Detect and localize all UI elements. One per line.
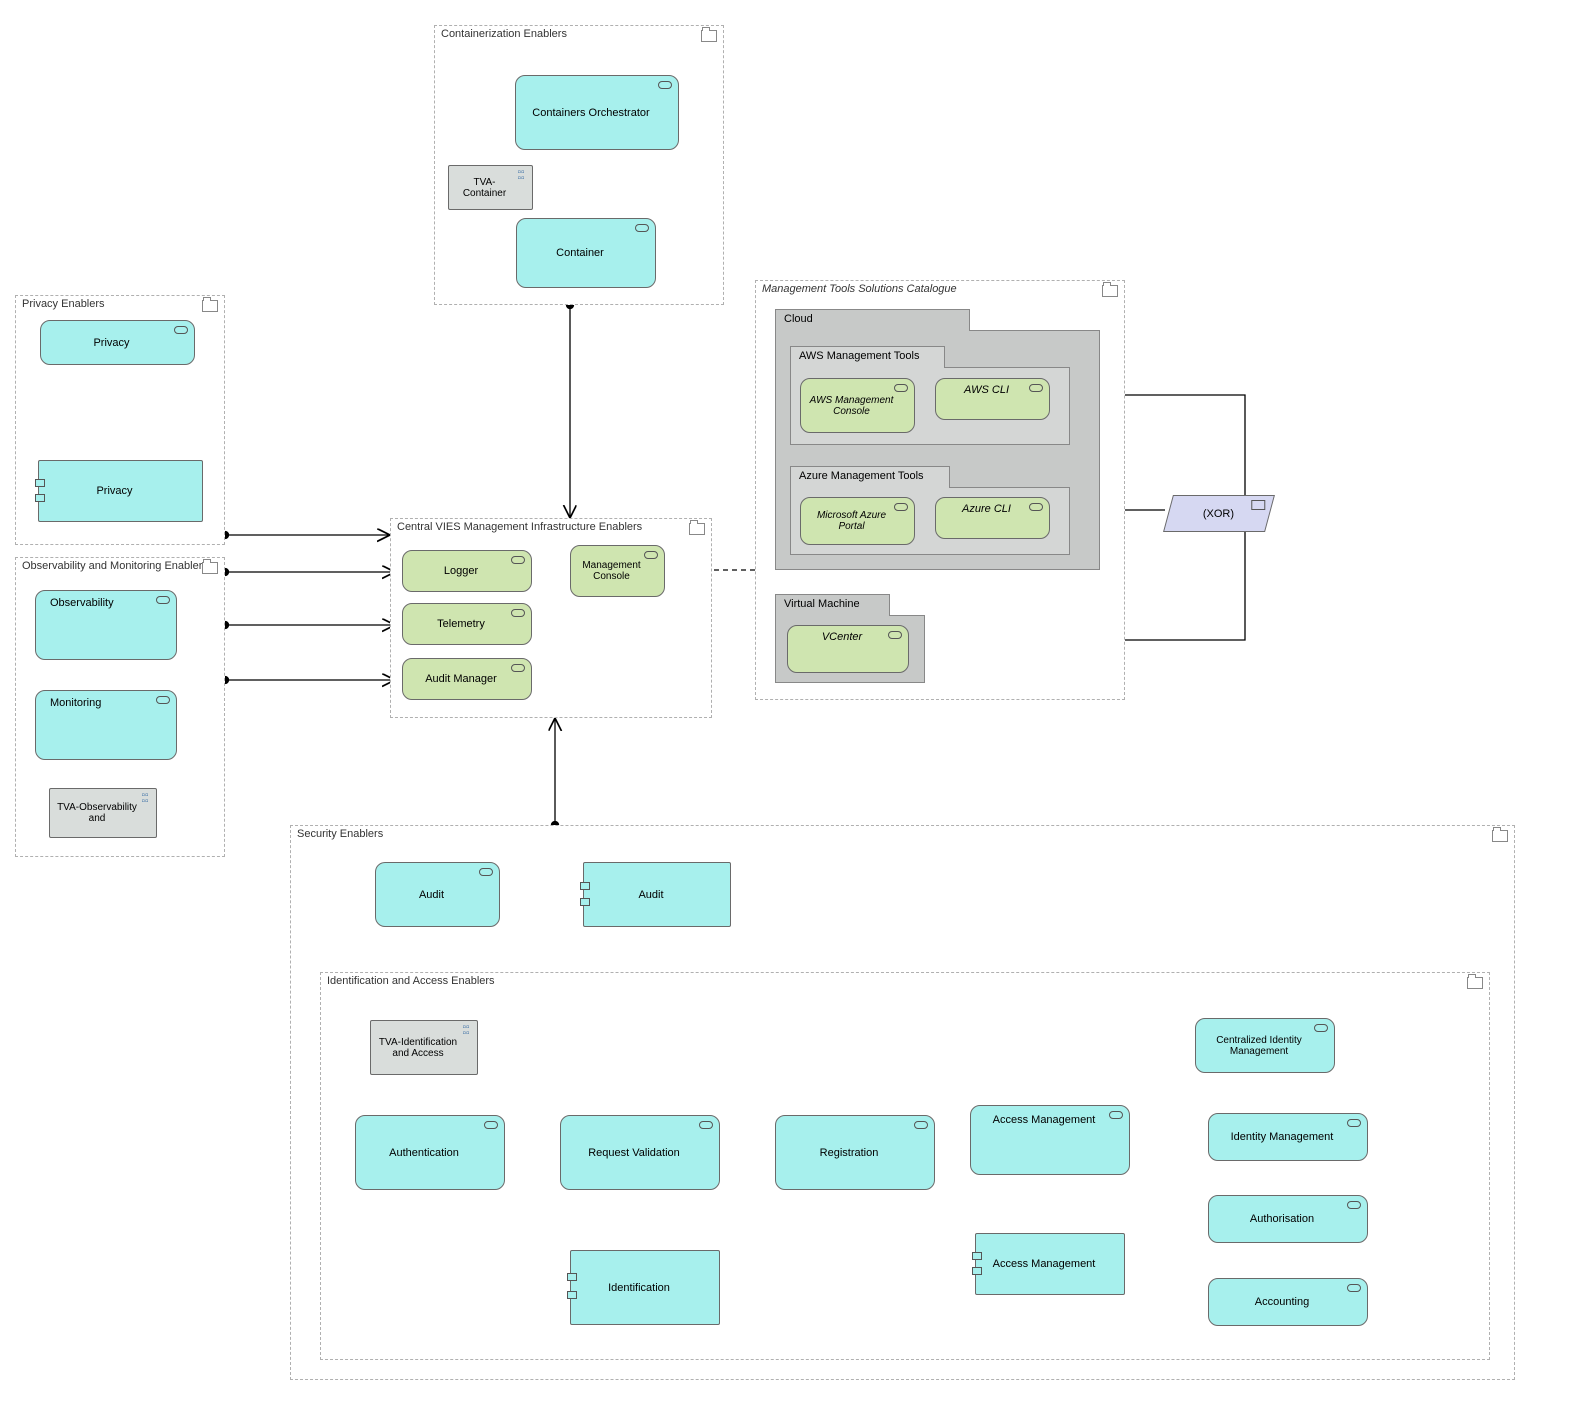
label: Access Management bbox=[993, 1114, 1096, 1126]
node-vcenter: VCenter bbox=[787, 625, 909, 673]
group-title: Identification and Access Enablers bbox=[327, 975, 495, 987]
label: Azure CLI bbox=[962, 503, 1011, 515]
node-aws-console: AWS Management Console bbox=[800, 378, 915, 433]
node-request-validation: Request Validation bbox=[560, 1115, 720, 1190]
node-central-identity: Centralized Identity Management bbox=[1195, 1018, 1335, 1073]
node-tva-id-access: TVA-Identification and Access ▫▫▫▫ bbox=[370, 1020, 478, 1075]
dots-icon: ▫▫▫▫ bbox=[460, 1025, 472, 1037]
node-containers-orchestrator: Containers Orchestrator bbox=[515, 75, 679, 150]
group-title: Central VIES Management Infrastructure E… bbox=[397, 521, 642, 533]
node-observability: Observability bbox=[35, 590, 177, 660]
node-logger: Logger bbox=[402, 550, 532, 592]
node-audit-2: Audit bbox=[583, 862, 731, 927]
group-title: Privacy Enablers bbox=[22, 298, 105, 310]
label: Privacy bbox=[96, 485, 132, 497]
label: Logger bbox=[444, 565, 478, 577]
label: Containers Orchestrator bbox=[532, 107, 649, 119]
label: Identity Management bbox=[1231, 1131, 1334, 1143]
label: Request Validation bbox=[588, 1147, 680, 1159]
label: TVA-Identification and Access bbox=[377, 1037, 459, 1059]
label: Microsoft Azure Portal bbox=[807, 510, 896, 532]
label: Telemetry bbox=[437, 618, 485, 630]
label: TVA-Container bbox=[455, 177, 514, 199]
folder-icon bbox=[1492, 830, 1508, 842]
node-telemetry: Telemetry bbox=[402, 603, 532, 645]
label: Monitoring bbox=[50, 697, 101, 709]
group-title: Security Enablers bbox=[297, 828, 383, 840]
label: Audit Manager bbox=[425, 673, 497, 685]
group-title: Containerization Enablers bbox=[441, 28, 567, 40]
label: (XOR) bbox=[1203, 508, 1234, 520]
folder-icon bbox=[1467, 977, 1483, 989]
label: Identification bbox=[608, 1282, 670, 1294]
dots-icon: ▫▫▫▫ bbox=[139, 793, 151, 805]
node-authentication: Authentication bbox=[355, 1115, 505, 1190]
node-registration: Registration bbox=[775, 1115, 935, 1190]
group-title: Observability and Monitoring Enablers bbox=[22, 560, 208, 572]
node-audit-manager: Audit Manager bbox=[402, 658, 532, 700]
label: Centralized Identity Management bbox=[1202, 1035, 1316, 1057]
tab-aws: AWS Management Tools bbox=[790, 346, 945, 368]
node-azure-cli: Azure CLI bbox=[935, 497, 1050, 539]
folder-icon bbox=[689, 523, 705, 535]
folder-icon bbox=[701, 30, 717, 42]
node-aws-cli: AWS CLI bbox=[935, 378, 1050, 420]
label: Management Console bbox=[577, 560, 646, 582]
tab-azure: Azure Management Tools bbox=[790, 466, 950, 488]
node-identity-mgmt: Identity Management bbox=[1208, 1113, 1368, 1161]
node-tva-observability: TVA-Observability and ▫▫▫▫ bbox=[49, 788, 157, 838]
node-xor: (XOR) bbox=[1163, 495, 1275, 532]
group-title: Management Tools Solutions Catalogue bbox=[762, 283, 957, 295]
label: Audit bbox=[419, 889, 444, 901]
skew-icon bbox=[1251, 500, 1265, 510]
label: Privacy bbox=[93, 337, 129, 349]
node-privacy-1: Privacy bbox=[40, 320, 195, 365]
node-identification: Identification bbox=[570, 1250, 720, 1325]
node-container: Container bbox=[516, 218, 656, 288]
node-accounting: Accounting bbox=[1208, 1278, 1368, 1326]
label: Authentication bbox=[389, 1147, 459, 1159]
dots-icon: ▫▫▫▫ bbox=[515, 170, 527, 182]
label: Registration bbox=[820, 1147, 879, 1159]
node-privacy-2: Privacy bbox=[38, 460, 203, 522]
label: VCenter bbox=[822, 631, 862, 643]
tab-vm: Virtual Machine bbox=[775, 594, 890, 616]
folder-icon bbox=[202, 300, 218, 312]
folder-icon bbox=[1102, 285, 1118, 297]
label: Observability bbox=[50, 597, 114, 609]
label: Audit bbox=[638, 889, 663, 901]
label: Container bbox=[556, 247, 604, 259]
label: Accounting bbox=[1255, 1296, 1309, 1308]
node-monitoring: Monitoring bbox=[35, 690, 177, 760]
node-access-mgmt-1: Access Management bbox=[970, 1105, 1130, 1175]
node-audit-1: Audit bbox=[375, 862, 500, 927]
node-access-mgmt-2: Access Management bbox=[975, 1233, 1125, 1295]
label: Authorisation bbox=[1250, 1213, 1314, 1225]
node-tva-container: TVA-Container ▫▫▫▫ bbox=[448, 165, 533, 210]
node-authorisation: Authorisation bbox=[1208, 1195, 1368, 1243]
label: AWS Management Console bbox=[807, 395, 896, 417]
node-azure-portal: Microsoft Azure Portal bbox=[800, 497, 915, 545]
label: TVA-Observability and bbox=[56, 802, 138, 824]
label: Access Management bbox=[993, 1258, 1096, 1270]
folder-icon bbox=[202, 562, 218, 574]
tab-cloud: Cloud bbox=[775, 309, 970, 331]
node-mgmt-console: Management Console bbox=[570, 545, 665, 597]
label: AWS CLI bbox=[964, 384, 1009, 396]
